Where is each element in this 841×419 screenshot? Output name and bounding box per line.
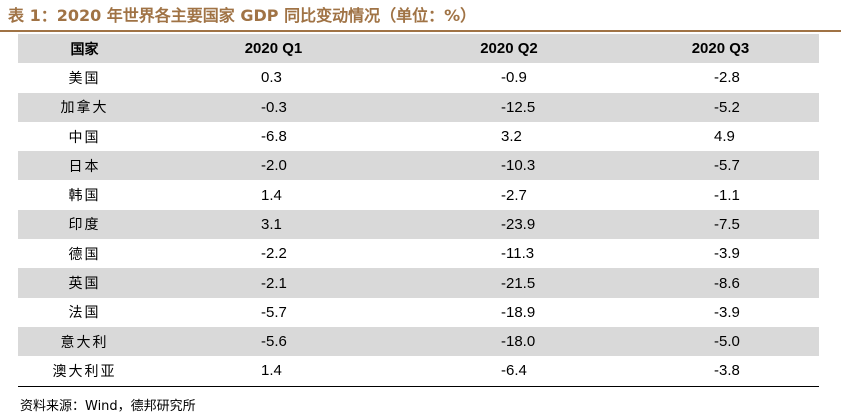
q1-cell: -5.7 (261, 303, 287, 321)
country-cell: 意大利 (18, 326, 151, 357)
table-row: 韩国 1.4 -2.7 -1.1 (18, 180, 819, 209)
q2-cell: -18.0 (396, 326, 622, 357)
q3-cell: -3.9 (714, 245, 740, 263)
header-q3: 2020 Q3 (622, 34, 819, 64)
q2-cell: 3.2 (501, 128, 522, 146)
q1-cell: -5.6 (151, 326, 396, 357)
q2-cell: -23.9 (396, 209, 622, 240)
header-q1: 2020 Q1 (151, 34, 396, 64)
q1-cell: 3.1 (151, 209, 396, 240)
source-note: 资料来源：Wind，德邦研究所 (20, 399, 196, 414)
q3-cell: -8.6 (622, 268, 819, 298)
country-cell: 法国 (68, 305, 101, 322)
q2-cell: -18.9 (501, 303, 536, 321)
q2-cell: -10.3 (396, 151, 622, 181)
country-cell: 印度 (18, 209, 151, 240)
table-row: 英国 -2.1 -21.5 -8.6 (18, 268, 819, 298)
q2-cell: -11.3 (501, 245, 535, 263)
q3-cell: -3.8 (714, 362, 740, 380)
country-cell: 韩国 (68, 188, 101, 205)
q1-cell: 1.4 (261, 362, 282, 380)
header-country: 国家 (18, 34, 151, 64)
table-row: 法国 -5.7 -18.9 -3.9 (18, 298, 819, 327)
q3-cell: -5.7 (622, 151, 819, 181)
table-row: 加拿大 -0.3 -12.5 -5.2 (18, 92, 819, 122)
header-row: 国家 2020 Q1 2020 Q2 2020 Q3 (18, 34, 819, 64)
country-cell: 加拿大 (18, 92, 151, 122)
table-title: 表 1：2020 年世界各主要国家 GDP 同比变动情况（单位：%） (8, 6, 477, 25)
country-cell: 美国 (68, 70, 101, 87)
gdp-table: 国家 2020 Q1 2020 Q2 2020 Q3 美国 0.3 -0.9 -2.8… (18, 34, 819, 386)
q2-cell: -2.7 (501, 186, 527, 204)
header-q2: 2020 Q2 (396, 34, 622, 64)
country-cell: 中国 (68, 129, 101, 146)
q3-cell: -5.2 (622, 92, 819, 122)
table-row: 美国 0.3 -0.9 -2.8 (18, 63, 819, 92)
q1-cell: -2.1 (151, 268, 396, 298)
q2-cell: -12.5 (396, 92, 622, 122)
q1-cell: 0.3 (261, 69, 282, 87)
q3-cell: -5.0 (622, 326, 819, 357)
country-cell: 德国 (68, 246, 101, 263)
table-bottom-divider (18, 386, 819, 387)
table-row: 中国 -6.8 3.2 4.9 (18, 122, 819, 151)
table-row: 意大利 -5.6 -18.0 -5.0 (18, 326, 819, 357)
q3-cell: -3.9 (714, 303, 740, 321)
q1-cell: -6.8 (261, 128, 287, 146)
q1-cell: -2.2 (261, 245, 287, 263)
q3-cell: -7.5 (622, 209, 819, 240)
title-divider (0, 30, 841, 32)
country-cell: 澳大利亚 (52, 363, 117, 380)
q2-cell: -21.5 (396, 268, 622, 298)
table-row: 日本 -2.0 -10.3 -5.7 (18, 151, 819, 181)
q2-cell: -0.9 (501, 69, 527, 87)
country-cell: 英国 (18, 268, 151, 298)
q3-cell: -1.1 (714, 186, 740, 204)
country-cell: 日本 (18, 151, 151, 181)
q3-cell: 4.9 (714, 128, 735, 146)
q1-cell: -2.0 (151, 151, 396, 181)
q3-cell: -2.8 (714, 69, 740, 87)
table-row: 德国 -2.2 -11.3 -3.9 (18, 239, 819, 268)
q1-cell: 1.4 (261, 186, 282, 204)
q1-cell: -0.3 (151, 92, 396, 122)
table-row: 澳大利亚 1.4 -6.4 -3.8 (18, 356, 819, 385)
q2-cell: -6.4 (501, 362, 527, 380)
table-row: 印度 3.1 -23.9 -7.5 (18, 209, 819, 240)
